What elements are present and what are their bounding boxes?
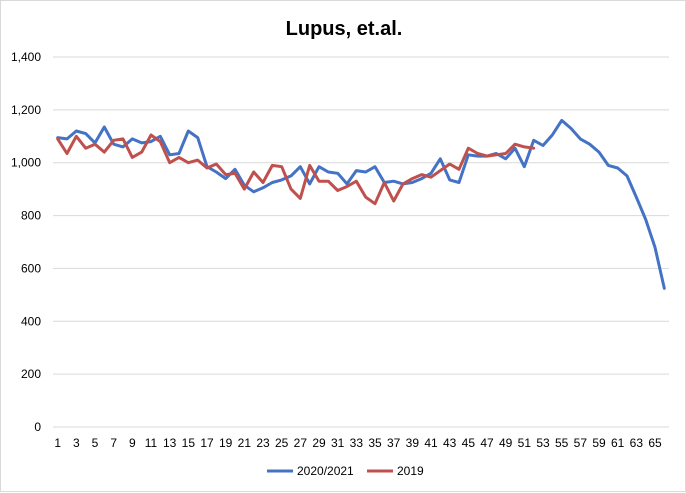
series-lines xyxy=(56,118,666,290)
x-tick-label: 25 xyxy=(275,436,289,450)
x-tick-label: 57 xyxy=(574,436,588,450)
series-line-0 xyxy=(56,118,666,290)
x-tick-label: 55 xyxy=(555,436,569,450)
x-tick-label: 53 xyxy=(536,436,550,450)
y-tick-label: 600 xyxy=(21,261,41,275)
chart-title: Lupus, et.al. xyxy=(286,18,403,40)
x-axis-ticks: 1 3 5 7 9 11 13 15 17 19 21 23 25 27 29 31 33 35 37 39 41 43 4… xyxy=(54,436,662,450)
x-tick-label: 27 xyxy=(294,436,308,450)
gridlines xyxy=(53,56,669,428)
x-tick-label: 51 xyxy=(518,436,532,450)
x-tick-label: 11 xyxy=(145,436,158,450)
x-tick-label: 3 xyxy=(73,436,80,450)
x-tick-label: 65 xyxy=(648,436,662,450)
x-tick-label: 13 xyxy=(163,436,177,450)
x-tick-label: 41 xyxy=(424,436,438,450)
x-tick-label: 59 xyxy=(592,436,606,450)
x-tick-label: 47 xyxy=(480,436,494,450)
y-tick-label: 200 xyxy=(21,367,41,381)
x-tick-label: 45 xyxy=(462,436,476,450)
y-tick-label: 800 xyxy=(21,209,41,223)
x-tick-label: 1 xyxy=(54,436,61,450)
legend-label-0: 2020/2021 xyxy=(297,464,354,478)
y-tick-label: 1,200 xyxy=(11,103,41,117)
x-tick-label: 35 xyxy=(368,436,382,450)
x-tick-label: 19 xyxy=(219,436,233,450)
y-tick-label: 400 xyxy=(21,314,41,328)
x-tick-label: 31 xyxy=(331,436,345,450)
x-tick-label: 63 xyxy=(630,436,644,450)
y-tick-label: 1,400 xyxy=(11,50,41,64)
x-tick-label: 15 xyxy=(182,436,196,450)
x-tick-label: 29 xyxy=(312,436,326,450)
x-tick-label: 17 xyxy=(200,436,214,450)
y-axis-ticks: 0 200 400 600 800 1,000 1,200 1,400 xyxy=(11,50,41,434)
x-tick-label: 21 xyxy=(238,436,252,450)
x-tick-label: 37 xyxy=(387,436,401,450)
x-tick-label: 39 xyxy=(406,436,420,450)
x-tick-label: 7 xyxy=(110,436,117,450)
x-tick-label: 49 xyxy=(499,436,513,450)
x-tick-label: 5 xyxy=(92,436,99,450)
x-tick-label: 33 xyxy=(350,436,364,450)
x-tick-label: 43 xyxy=(443,436,457,450)
y-tick-label: 0 xyxy=(34,420,41,434)
series-line-1 xyxy=(56,133,536,206)
x-tick-label: 23 xyxy=(256,436,270,450)
legend-label-1: 2019 xyxy=(397,464,424,478)
x-tick-label: 61 xyxy=(611,436,625,450)
x-tick-label: 9 xyxy=(129,436,136,450)
legend: 2020/2021 2019 xyxy=(267,464,424,478)
y-tick-label: 1,000 xyxy=(11,156,41,170)
